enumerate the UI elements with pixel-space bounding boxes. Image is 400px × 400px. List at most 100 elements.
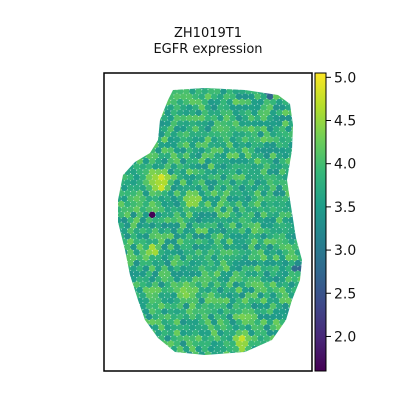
- expression-spot: [232, 335, 240, 342]
- expression-spot: [214, 195, 221, 203]
- expression-spot: [229, 200, 237, 208]
- expression-spot: [272, 168, 280, 176]
- expression-spot: [263, 206, 271, 213]
- expression-spot: [248, 179, 255, 186]
- expression-spot: [248, 114, 255, 122]
- expression-spot: [158, 152, 165, 160]
- expression-spot: [257, 184, 265, 192]
- expression-spot: [164, 131, 171, 138]
- expression-spot: [248, 211, 255, 219]
- expression-spot: [170, 281, 178, 289]
- expression-spot: [217, 147, 224, 154]
- expression-spot: [220, 88, 227, 95]
- expression-spot: [201, 98, 209, 106]
- expression-spot: [145, 249, 153, 256]
- expression-spot: [164, 152, 171, 160]
- expression-spot: [245, 227, 252, 235]
- expression-spot: [183, 216, 190, 224]
- expression-spot: [245, 141, 252, 149]
- expression-spot: [207, 141, 215, 149]
- expression-spot: [152, 292, 159, 299]
- expression-spot: [245, 324, 252, 331]
- expression-spot: [133, 227, 140, 235]
- expression-spot: [179, 340, 187, 348]
- expression-spot: [214, 152, 221, 160]
- expression-spot: [207, 206, 215, 213]
- expression-spot: [204, 276, 212, 283]
- expression-spot: [272, 308, 280, 315]
- expression-spot: [170, 174, 178, 181]
- expression-spot: [232, 152, 240, 160]
- expression-spot: [192, 211, 199, 219]
- expression-spot: [192, 136, 199, 143]
- expression-spot: [214, 141, 221, 149]
- expression-spot: [183, 238, 190, 245]
- expression-spot: [210, 286, 218, 294]
- expression-spot: [266, 157, 274, 165]
- expression-spot: [192, 147, 199, 154]
- expression-spot: [204, 93, 212, 100]
- expression-spot: [226, 131, 233, 138]
- expression-spot: [260, 318, 268, 326]
- expression-spot: [176, 184, 184, 192]
- expression-spot: [170, 270, 178, 278]
- expression-spot: [192, 125, 199, 133]
- expression-spot: [251, 281, 258, 289]
- expression-spot: [189, 120, 196, 127]
- expression-spot: [167, 329, 175, 337]
- expression-spot: [235, 136, 243, 143]
- expression-spot: [186, 93, 193, 100]
- expression-spot: [260, 276, 268, 283]
- expression-spot: [269, 216, 277, 224]
- expression-spot: [263, 292, 271, 299]
- expression-spot: [241, 200, 249, 208]
- expression-spot: [291, 276, 299, 283]
- expression-spot: [220, 206, 227, 213]
- expression-spot: [173, 147, 181, 154]
- expression-spot: [173, 329, 181, 337]
- expression-spot: [118, 211, 125, 219]
- expression-spot: [161, 125, 168, 133]
- expression-spot: [198, 222, 206, 229]
- expression-spot: [235, 179, 243, 186]
- expression-spot: [285, 211, 292, 219]
- expression-spot: [223, 233, 230, 240]
- expression-spot: [229, 233, 237, 240]
- expression-spot: [152, 216, 159, 224]
- expression-spot: [173, 265, 181, 272]
- colorbar-tick-label: 2.5: [334, 286, 356, 302]
- expression-spot: [155, 254, 162, 262]
- expression-spot: [124, 233, 131, 240]
- expression-spot: [207, 281, 215, 289]
- expression-spot: [226, 141, 233, 149]
- expression-spot: [192, 168, 199, 176]
- expression-spot: [186, 200, 193, 208]
- expression-spot: [254, 147, 261, 154]
- expression-spot: [173, 308, 181, 315]
- expression-spot: [238, 292, 246, 299]
- expression-spot: [207, 195, 215, 203]
- expression-spot: [291, 243, 299, 251]
- expression-spot: [232, 88, 240, 95]
- expression-spot: [226, 109, 233, 117]
- expression-spot: [161, 211, 168, 219]
- expression-spot: [133, 259, 140, 267]
- expression-spot: [130, 168, 137, 176]
- expression-spot: [176, 249, 184, 256]
- expression-spot: [145, 195, 153, 203]
- expression-spot: [229, 297, 237, 305]
- expression-spot: [170, 302, 178, 310]
- expression-spot: [210, 114, 218, 122]
- expression-spot: [238, 335, 246, 342]
- expression-spot: [217, 329, 224, 337]
- expression-spot: [189, 281, 196, 289]
- expression-spot: [260, 136, 268, 143]
- expression-spot: [148, 157, 156, 165]
- expression-spot: [170, 195, 178, 203]
- expression-spot: [204, 254, 212, 262]
- expression-spot: [235, 104, 243, 111]
- expression-spot: [248, 329, 255, 337]
- expression-spot: [272, 265, 280, 272]
- expression-spot: [272, 136, 280, 143]
- expression-spot: [232, 249, 240, 256]
